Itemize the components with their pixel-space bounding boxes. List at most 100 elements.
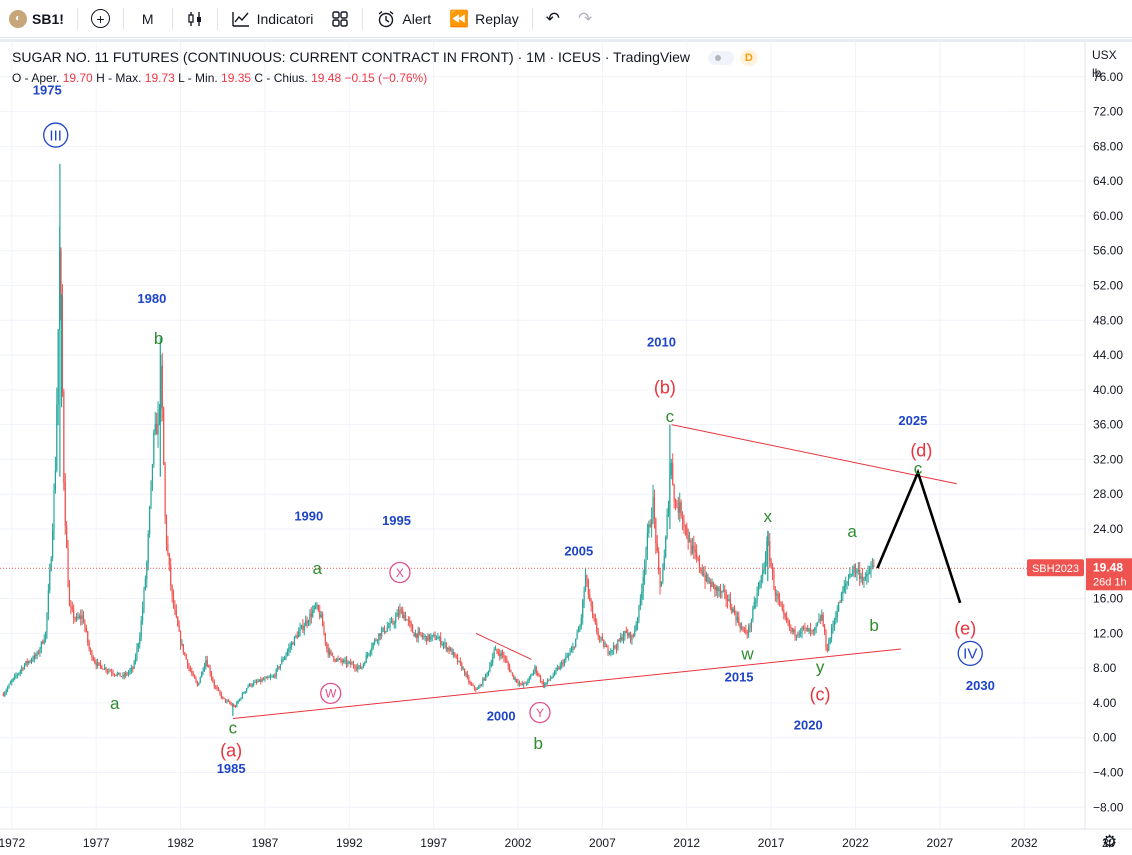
wave-label: c — [666, 407, 675, 426]
wave-label: a — [110, 694, 120, 713]
candle-body — [312, 610, 314, 617]
candle-body — [642, 576, 644, 592]
candle-body — [347, 662, 349, 665]
redo-button[interactable]: ↷ — [569, 0, 601, 38]
candle-body — [516, 678, 518, 682]
candle-body — [234, 706, 236, 708]
candle-body — [89, 649, 92, 652]
gear-icon[interactable]: ⚙ — [1102, 832, 1118, 851]
candle-body — [239, 698, 241, 702]
toolbar-divider — [171, 7, 173, 30]
candle-body — [440, 637, 442, 645]
candle-body — [357, 666, 359, 669]
candle-body — [524, 682, 526, 684]
candle-body — [206, 659, 208, 667]
candle-body — [333, 656, 335, 660]
candle-body — [278, 666, 280, 668]
candle-body — [25, 661, 27, 665]
candle-body — [665, 537, 667, 557]
redo-icon: ↷ — [577, 8, 593, 28]
candle-body — [545, 682, 547, 684]
candle-body — [777, 593, 779, 600]
candle-body — [655, 518, 657, 544]
alert-label: Alert — [402, 10, 432, 27]
candle-body — [791, 628, 793, 632]
candle-body — [248, 683, 251, 686]
candle-body — [510, 671, 512, 673]
candle-body — [36, 652, 38, 657]
candle-body — [587, 580, 589, 595]
interval-button[interactable]: M — [128, 0, 168, 38]
candle-body — [340, 658, 342, 661]
alert-button[interactable]: Alert — [367, 0, 440, 38]
candle-body — [113, 674, 116, 675]
measure-unit[interactable]: lb — [1092, 66, 1102, 80]
candle-body — [860, 576, 862, 579]
candle-body — [490, 663, 492, 666]
candle-body — [28, 661, 30, 664]
candle-body — [652, 496, 654, 520]
candle-body — [134, 657, 137, 662]
candle-body — [739, 623, 741, 629]
last-price-tag — [1086, 558, 1132, 591]
candle-body — [636, 618, 639, 624]
undo-button[interactable]: ↶ — [537, 0, 569, 38]
candle-body — [454, 652, 456, 656]
candle-body — [575, 638, 577, 647]
candle-body — [794, 629, 796, 636]
layout-button[interactable] — [322, 0, 358, 38]
candle-body — [292, 642, 294, 645]
candle-body — [816, 622, 819, 626]
candle-body — [711, 582, 713, 587]
candle-body — [68, 586, 71, 607]
candle-body — [584, 575, 587, 591]
candle-body — [251, 685, 253, 686]
candle-body — [677, 506, 679, 513]
candle-body — [47, 590, 49, 614]
candle-body — [486, 672, 488, 674]
candle-body — [161, 365, 163, 408]
candle-body — [309, 613, 311, 622]
data-delay-badge[interactable]: D — [739, 50, 758, 67]
candle-body — [676, 502, 678, 507]
candle-body — [499, 653, 501, 657]
replay-button[interactable]: ⏪ Replay — [440, 0, 528, 38]
price-unit-selector[interactable]: USX lb — [1092, 46, 1117, 82]
candle-body — [23, 664, 26, 669]
currency-unit[interactable]: USX — [1092, 48, 1117, 62]
candle-body — [73, 609, 75, 619]
candle-body — [285, 654, 287, 658]
candle-body — [710, 581, 712, 587]
candle-body — [856, 570, 858, 573]
indicators-icon — [231, 11, 249, 27]
candle-body — [88, 642, 90, 650]
candle-body — [842, 591, 844, 594]
symbol-label: SB1! — [32, 10, 64, 27]
candle-body — [815, 625, 817, 628]
candle-body — [170, 564, 172, 586]
candle-body — [728, 598, 730, 601]
compare-button[interactable]: + — [82, 0, 119, 38]
symbol-tag-label: SBH2023 — [1032, 563, 1079, 575]
candle-body — [866, 574, 868, 577]
candle-body — [43, 639, 45, 644]
chart-type-button[interactable] — [177, 0, 213, 38]
market-status-icon[interactable] — [707, 51, 734, 66]
candle-body — [109, 670, 111, 672]
indicators-button[interactable]: Indicatori — [222, 0, 323, 38]
candle-body — [158, 410, 161, 412]
candle-body — [437, 638, 439, 640]
candle-body — [729, 598, 731, 608]
candle-body — [125, 673, 127, 677]
candle-body — [679, 502, 681, 513]
candle-body — [194, 674, 196, 679]
sugar-icon: ◐ — [9, 9, 27, 28]
candle-body — [247, 685, 249, 689]
wave-label: a — [312, 559, 322, 578]
symbol-search-button[interactable]: ◐ SB1! — [0, 0, 73, 38]
candle-body — [552, 675, 554, 678]
candle-body — [115, 674, 117, 676]
candle-body — [712, 582, 715, 584]
wave-label-circle — [389, 561, 411, 584]
